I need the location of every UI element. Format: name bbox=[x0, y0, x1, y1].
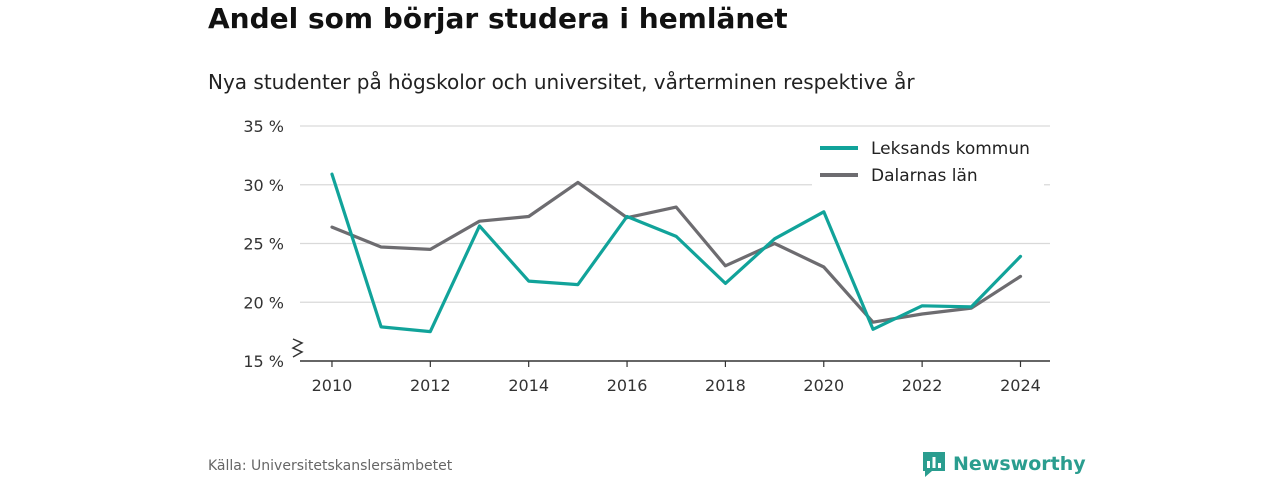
y-tick-label: 25 % bbox=[243, 235, 284, 254]
legend-label: Dalarnas län bbox=[871, 166, 978, 186]
x-tick-label: 2016 bbox=[607, 376, 648, 395]
x-tick-label: 2020 bbox=[803, 376, 844, 395]
y-tick-label: 35 % bbox=[243, 117, 284, 136]
x-tick-label: 2022 bbox=[902, 376, 943, 395]
y-tick-label: 30 % bbox=[243, 176, 284, 195]
brand-name: Newsworthy bbox=[953, 453, 1086, 475]
y-tick-label: 15 % bbox=[243, 352, 284, 371]
y-tick-label: 20 % bbox=[243, 293, 284, 312]
chart-title: Andel som börjar studera i hemlänet bbox=[208, 2, 788, 35]
x-tick-label: 2012 bbox=[410, 376, 451, 395]
source-note: Källa: Universitetskanslersämbetet bbox=[208, 458, 453, 474]
series-line-leksands-kommun bbox=[330, 172, 1023, 334]
x-tick-label: 2014 bbox=[508, 376, 549, 395]
brand-logo: Newsworthy bbox=[921, 450, 1086, 478]
axis-break-mark bbox=[291, 338, 304, 358]
x-tick-label: 2024 bbox=[1000, 376, 1041, 395]
chart-subtitle: Nya studenter på högskolor och universit… bbox=[208, 70, 915, 94]
x-tick-label: 2010 bbox=[312, 376, 353, 395]
x-tick-label: 2018 bbox=[705, 376, 746, 395]
legend-box bbox=[812, 134, 1044, 186]
series-line-dalarnas-l-n bbox=[330, 180, 1023, 324]
legend-label: Leksands kommun bbox=[871, 139, 1030, 159]
line-chart: 15 % 20 % 25 % 30 % 35 % 2010 2012 2014 2016 2018… bbox=[243, 117, 1050, 395]
bar-chart-speech-icon bbox=[923, 452, 945, 477]
